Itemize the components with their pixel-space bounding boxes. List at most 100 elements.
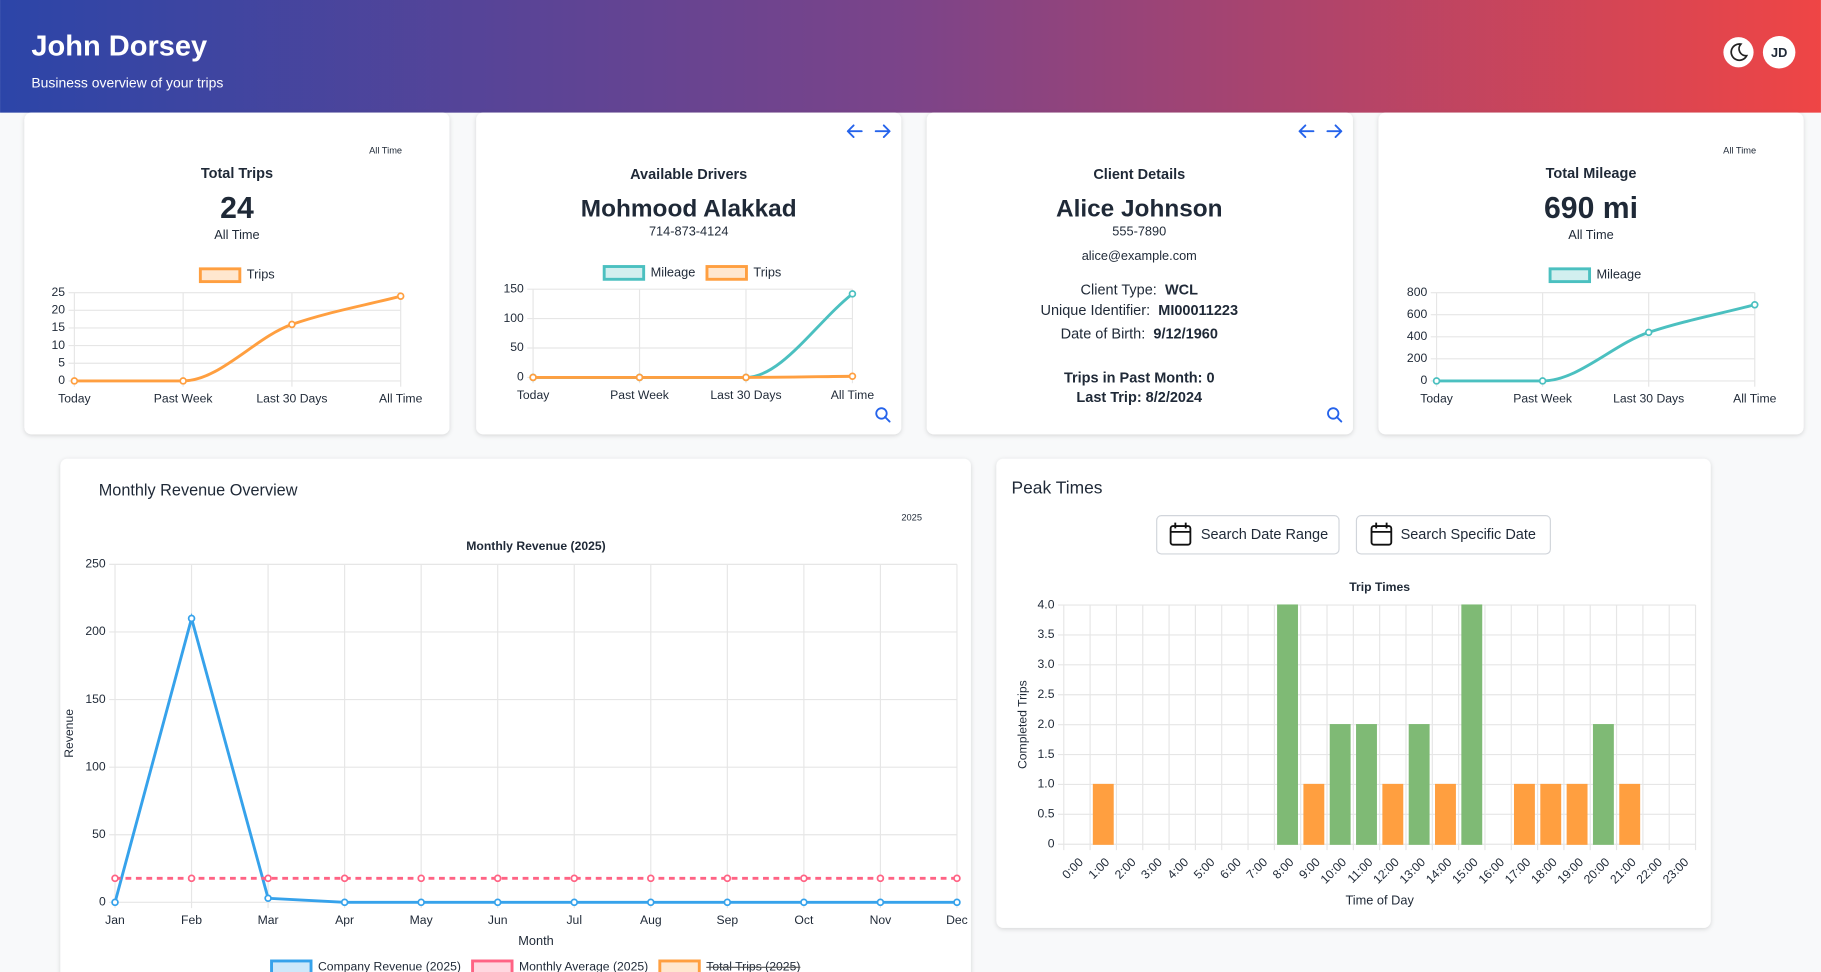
bar <box>1435 783 1456 845</box>
legend-item: Company Revenue (2025) <box>270 959 461 972</box>
y-tick-label: 150 <box>85 692 106 706</box>
chart-title: Monthly Revenue (2025) <box>466 539 606 553</box>
y-axis-label: Completed Trips <box>1015 680 1029 769</box>
prev-arrow[interactable] <box>1298 124 1315 138</box>
point <box>264 894 272 903</box>
x-tick-label: Past Week <box>1513 392 1573 406</box>
legend-swatch <box>705 265 748 281</box>
y-axis-label: Revenue <box>62 709 76 758</box>
x-tick-label: Today <box>1420 392 1453 406</box>
x-tick-label: Last 30 Days <box>256 392 327 406</box>
point <box>800 874 808 883</box>
range-label: All Time <box>369 145 402 155</box>
legend-label: Monthly Average (2025) <box>519 960 648 972</box>
bar <box>1277 604 1298 845</box>
point <box>953 874 961 883</box>
card-title: Total Trips <box>201 166 273 182</box>
bar <box>1092 783 1114 845</box>
bar <box>1540 783 1562 845</box>
y-tick-label: 1.5 <box>1038 747 1055 761</box>
point <box>742 373 750 382</box>
bar <box>1356 724 1377 845</box>
x-axis-label: Month <box>518 933 553 948</box>
point <box>570 874 579 883</box>
point <box>396 292 405 300</box>
client-field: Unique Identifier: MI00011223 <box>1040 303 1238 319</box>
legend-swatch <box>198 267 242 284</box>
bar <box>1592 724 1614 845</box>
header-subtitle: Business overview of your trips <box>31 74 223 90</box>
search-icon[interactable] <box>875 407 891 423</box>
x-tick-label: Apr <box>335 913 354 927</box>
x-tick-label: Jun <box>488 913 508 927</box>
y-tick-label: 150 <box>503 281 524 295</box>
legend-item: Trips <box>198 267 275 284</box>
legend-label: Trips <box>753 264 781 279</box>
y-tick-label: 0 <box>1420 373 1427 387</box>
legend-label: Company Revenue (2025) <box>318 960 461 972</box>
y-tick-label: 100 <box>85 759 106 773</box>
point <box>1644 328 1653 337</box>
point <box>264 874 272 883</box>
y-tick-label: 0 <box>517 370 524 384</box>
x-tick-label: Jul <box>566 913 582 927</box>
card <box>926 112 1353 435</box>
y-tick-label: 15 <box>52 320 66 334</box>
x-tick-label: Last 30 Days <box>1613 392 1684 406</box>
search-specific-date-button[interactable]: Search Specific Date <box>1355 515 1551 555</box>
theme-toggle[interactable] <box>1723 37 1754 68</box>
x-tick-label: May <box>410 913 434 927</box>
driver-name: Mohmood Alakkad <box>581 196 797 223</box>
avatar[interactable]: JD <box>1762 36 1796 69</box>
legend-label: Mileage <box>1597 267 1642 282</box>
y-tick-label: 400 <box>1407 329 1428 343</box>
series-line <box>533 374 853 379</box>
x-tick-label: All Time <box>831 388 875 402</box>
field-value: WCL <box>1165 282 1198 298</box>
point <box>340 874 349 883</box>
field-value: 9/12/1960 <box>1153 326 1218 342</box>
point <box>111 898 119 907</box>
search-date-range-button[interactable]: Search Date Range <box>1156 515 1340 555</box>
point <box>1432 377 1441 385</box>
x-tick-label: Today <box>517 388 550 402</box>
bar <box>1619 783 1641 845</box>
y-tick-label: 600 <box>1407 307 1428 321</box>
x-tick-label: Feb <box>181 913 202 927</box>
point <box>723 898 732 907</box>
next-arrow[interactable] <box>1326 124 1343 138</box>
point <box>876 898 885 907</box>
card-caption: All Time <box>1568 227 1613 242</box>
x-tick-label: All Time <box>1733 392 1777 406</box>
next-arrow[interactable] <box>874 124 891 138</box>
x-tick-label: Nov <box>870 913 893 927</box>
point <box>288 320 296 329</box>
y-tick-label: 0 <box>1048 836 1055 850</box>
card-title: Available Drivers <box>630 167 747 183</box>
bar <box>1303 783 1325 845</box>
point <box>417 898 425 907</box>
point <box>187 874 196 883</box>
series-line <box>74 294 402 383</box>
y-tick-label: 200 <box>85 624 106 638</box>
y-tick-label: 3.5 <box>1038 627 1055 641</box>
x-tick-label: Dec <box>946 913 968 927</box>
client-summary: Last Trip: 8/2/2024 <box>1076 390 1202 406</box>
panel-title: Peak Times <box>1012 477 1103 497</box>
client-name: Alice Johnson <box>1056 196 1223 223</box>
client-summary: Trips in Past Month: 0 <box>1064 370 1215 386</box>
card-title: Client Details <box>1093 167 1185 183</box>
search-icon[interactable] <box>1327 407 1343 423</box>
legend-swatch <box>602 265 646 281</box>
point <box>635 373 644 382</box>
field-label: Unique Identifier: <box>1040 303 1150 319</box>
avatar-initials: JD <box>1771 45 1787 60</box>
field-value: MI00011223 <box>1158 303 1238 319</box>
range-label: All Time <box>1723 145 1756 155</box>
prev-arrow[interactable] <box>846 124 863 138</box>
legend-label: Mileage <box>651 264 696 279</box>
field-label: Date of Birth: <box>1061 326 1146 342</box>
point <box>179 377 187 385</box>
